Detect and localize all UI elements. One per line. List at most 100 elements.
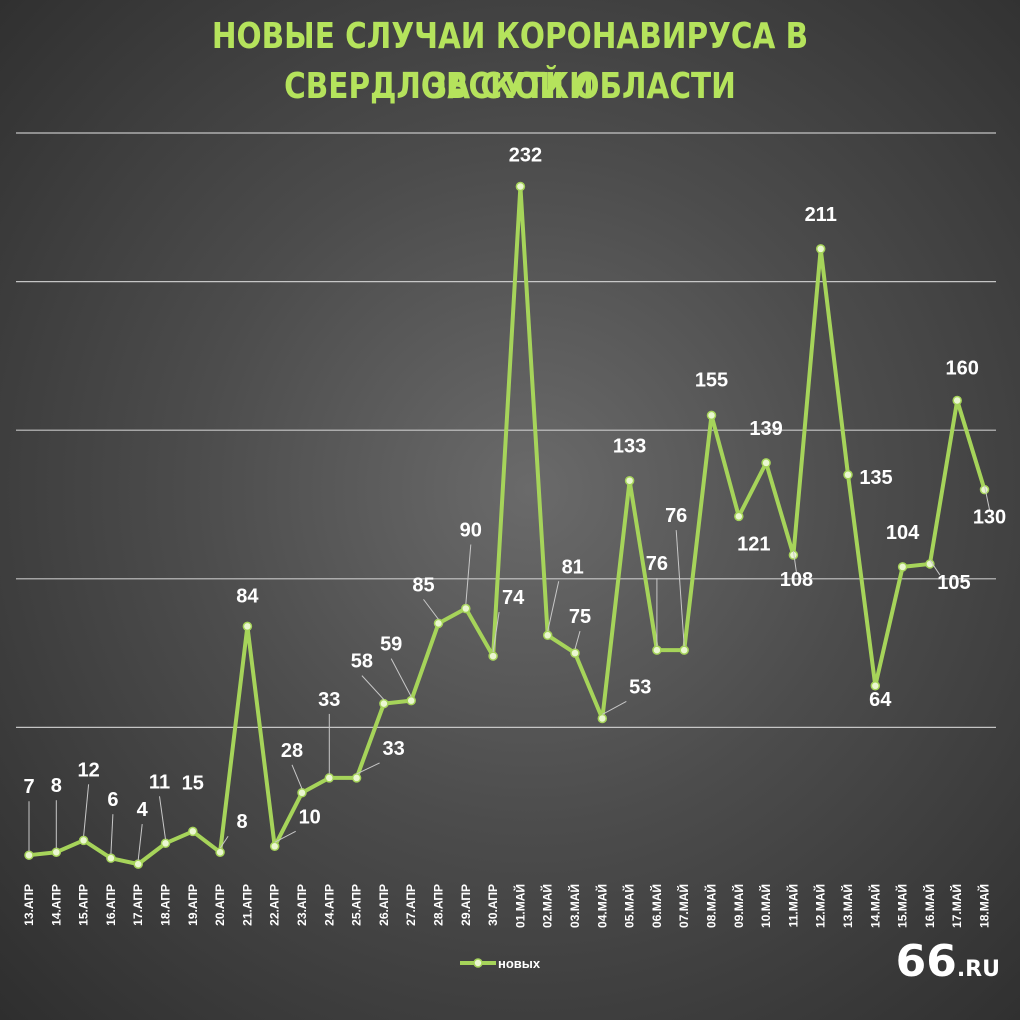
x-tick-label: 16.АПР [104,884,118,926]
data-point [188,826,198,837]
data-point [433,618,444,629]
data-label: 108 [780,569,813,591]
x-tick-label: 17.АПР [131,884,145,926]
legend-label: новых [498,956,541,971]
x-tick-label: 28.АПР [432,884,446,926]
label-leader [465,544,472,605]
data-label: 155 [695,369,728,391]
data-label: 232 [509,144,542,166]
data-label: 58 [351,651,373,673]
x-tick-label: 07.МАЙ [676,884,691,928]
data-label: 76 [646,553,668,575]
label-leader [423,599,439,620]
data-point [952,395,962,406]
data-point [324,773,335,783]
data-label: 74 [502,587,525,609]
data-label: 10 [299,806,321,828]
data-label: 64 [869,689,892,711]
data-point [24,850,34,860]
data-label: 81 [562,556,584,578]
data-point [461,603,471,614]
x-tick-label: 14.МАЙ [867,884,882,928]
data-point [843,470,853,480]
label-leader [110,814,114,855]
data-label: 121 [737,533,770,555]
data-label: 104 [886,522,920,544]
x-tick-label: 18.АПР [159,884,173,926]
data-label: 8 [51,775,62,797]
x-tick-label: 06.МАЙ [649,884,664,928]
data-point [379,698,389,709]
x-tick-label: 09.МАЙ [731,884,746,928]
data-label: 59 [380,634,402,656]
x-tick-label: 15.АПР [77,884,91,926]
label-leader [390,658,412,697]
data-point [133,859,143,869]
label-leader [361,675,385,700]
x-tick-label: 18.МАЙ [977,884,992,928]
gridlines [16,132,996,729]
x-tick-label: 30.АПР [486,884,500,926]
data-label: 33 [382,738,404,760]
legend-swatch-point [473,958,483,968]
data-point [269,841,280,852]
label-leader [291,764,303,789]
x-tick-label: 11.МАЙ [785,884,800,927]
x-tick-label: 29.АПР [459,884,473,926]
x-tick-label: 14.АПР [49,884,63,926]
series-polyline [28,184,987,867]
data-label: 8 [237,811,248,833]
label-leader [83,784,90,837]
x-tick-label: 02.МАЙ [540,884,555,928]
label-leader [356,762,380,775]
data-point [297,788,307,798]
data-point [215,847,225,857]
data-point [815,244,826,254]
series-line [24,181,990,869]
data-label: 75 [569,606,591,628]
x-tick-label: 05.МАЙ [622,884,637,928]
data-label: 12 [77,759,99,781]
data-point [679,645,689,655]
x-tick-label: 04.МАЙ [594,884,609,928]
label-leader [274,830,296,843]
data-point [242,621,253,632]
data-point [51,847,62,857]
x-tick-label: 25.АПР [350,884,364,926]
data-point [542,630,553,641]
data-point [870,681,881,691]
x-tick-label: 16.МАЙ [922,884,937,928]
x-tick-label: 03.МАЙ [567,884,582,928]
label-leader [984,485,990,510]
data-label: 76 [665,505,687,527]
data-label: 105 [937,572,970,594]
data-point [761,458,771,468]
data-point [106,853,116,863]
label-leader [137,824,143,861]
label-leader [675,530,685,647]
x-tick-label: 10.МАЙ [758,884,773,928]
label-leader [547,581,560,632]
data-point [734,511,744,522]
label-leader [574,630,581,650]
data-label: 85 [412,574,434,596]
data-point [597,713,608,724]
data-point [624,475,635,486]
x-tick-label: 13.МАЙ [840,884,855,928]
x-tick-label: 22.АПР [268,884,282,926]
data-point [160,838,171,849]
data-label: 7 [23,776,34,798]
label-leader [219,835,229,849]
site-logo: 66.RU [896,940,1000,992]
data-point [351,773,362,783]
x-tick-label: 26.АПР [377,884,391,926]
x-tick-label: 24.АПР [322,884,336,926]
data-point [652,645,662,655]
data-label: 6 [107,789,118,811]
data-label: 15 [182,772,204,794]
data-label: 33 [318,689,340,711]
label-leader [602,701,627,715]
data-label: 28 [281,740,303,762]
